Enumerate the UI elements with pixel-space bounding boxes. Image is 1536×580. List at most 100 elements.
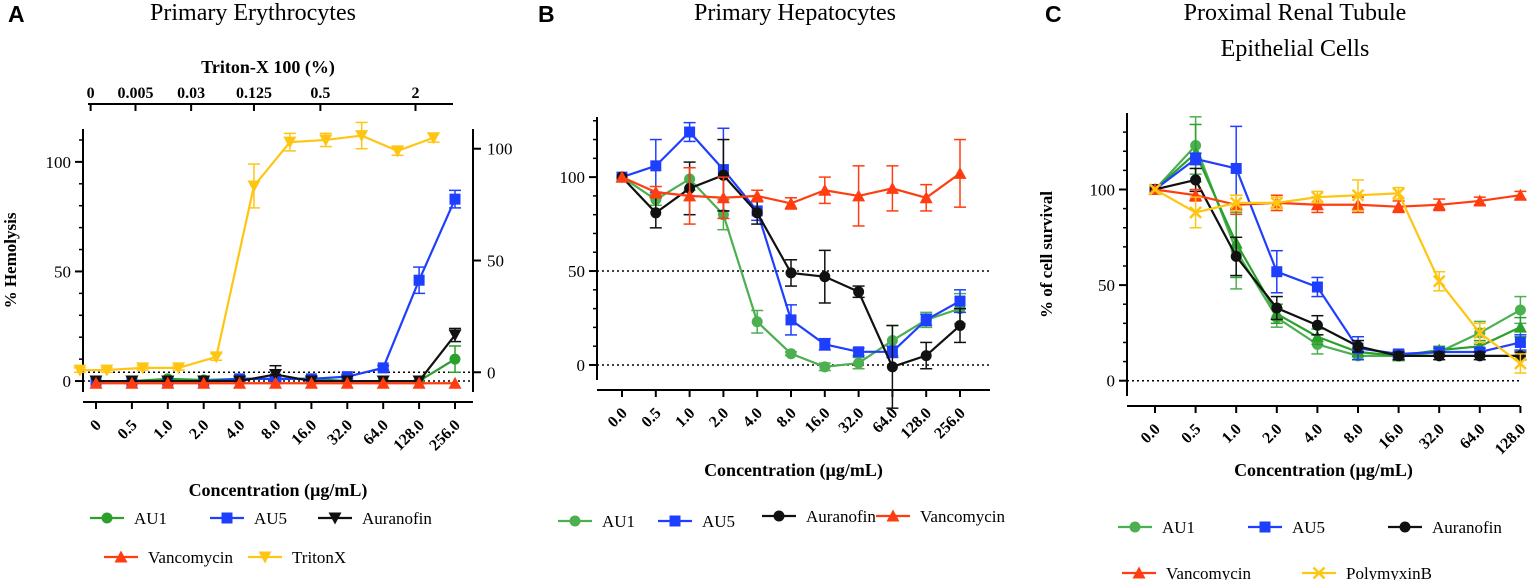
y-tick-label: 50 (568, 262, 585, 281)
x-tick-label: 0.5 (115, 417, 141, 443)
right-y-tick-label: 0 (487, 363, 496, 382)
data-point (1229, 196, 1243, 210)
data-point (1352, 340, 1364, 352)
data-point (1392, 200, 1406, 213)
legend-marker (1399, 521, 1411, 533)
data-point (852, 189, 866, 202)
data-point-stroke (1189, 206, 1202, 219)
data-point (1189, 206, 1202, 219)
x-tick-label: 16.0 (1376, 421, 1408, 453)
legend-item: AU1 (90, 509, 167, 528)
x-tick-label: 256.0 (931, 405, 968, 442)
x-tick-label: 1.0 (672, 405, 698, 431)
data-point (376, 376, 390, 389)
top-axis-label: Triton-X 100 (%) (201, 57, 335, 78)
legend-label: Auranofin (1432, 518, 1502, 537)
data-point (247, 180, 261, 193)
data-point (1310, 198, 1324, 211)
data-point (953, 166, 967, 179)
legend-marker (886, 509, 900, 522)
right-y-tick-label: 50 (487, 252, 504, 271)
legend-item: AU1 (1118, 518, 1195, 537)
data-point (449, 353, 461, 365)
x-tick-label: 1.0 (150, 417, 176, 443)
legend-marker (221, 512, 233, 524)
data-point (1310, 330, 1324, 343)
data-point (1514, 357, 1527, 370)
series-line (1154, 143, 1521, 357)
legend-marker (1132, 566, 1146, 579)
data-point (785, 348, 797, 360)
data-point (1514, 336, 1526, 348)
data-point (426, 132, 440, 145)
data-point (785, 267, 797, 279)
data-point (1474, 350, 1486, 362)
chart-title-line: Epithelial Cells (1221, 36, 1370, 62)
data-point (919, 191, 933, 204)
data-point (412, 376, 426, 389)
data-point (650, 207, 662, 219)
legend-label: AU5 (254, 509, 287, 528)
data-point (784, 196, 798, 209)
data-point (413, 274, 425, 286)
legend-marker (773, 510, 785, 522)
data-point (683, 189, 697, 202)
x-tick-label: 2.0 (186, 417, 212, 443)
data-point-stroke (1270, 196, 1284, 210)
legend-marker (101, 512, 113, 524)
legend-label: AU1 (602, 512, 635, 531)
x-tick-label: 0.5 (638, 405, 664, 431)
data-point (785, 314, 797, 326)
x-tick-label: 0.5 (1178, 421, 1204, 447)
legend-label: TritonX (292, 548, 346, 567)
top-tick-label: 0.5 (310, 85, 330, 102)
data-point (448, 329, 462, 342)
top-tick-label: 0.005 (117, 85, 153, 102)
top-tick-label: 0.125 (236, 85, 272, 102)
legend-marker (669, 515, 681, 527)
series-line (1154, 188, 1521, 208)
x-tick-label: 4.0 (1300, 421, 1326, 447)
x-tick-label: 128.0 (898, 405, 935, 442)
data-point-stroke (1514, 357, 1527, 370)
data-point (1271, 266, 1283, 278)
legend-marker (258, 551, 272, 564)
data-point (819, 361, 831, 373)
legend-item: TritonX (248, 548, 346, 567)
data-point (920, 314, 932, 326)
legend-marker (114, 550, 128, 563)
y-axis-label: % Hemolysis (1, 212, 20, 308)
data-point (1433, 350, 1445, 362)
data-point (716, 191, 730, 204)
data-point (649, 185, 663, 198)
legend-item: AU1 (558, 512, 635, 531)
x-axis-label: Concentration (µg/mL) (1234, 460, 1413, 481)
data-point (1432, 274, 1446, 288)
data-point (1514, 304, 1526, 316)
data-point (377, 362, 389, 374)
y-tick-label: 0 (63, 372, 72, 391)
data-point (751, 316, 763, 328)
legend-label: AU5 (702, 512, 735, 531)
data-point-stroke (1392, 186, 1405, 200)
legend-marker (328, 512, 342, 525)
data-point (172, 362, 186, 375)
legend-label: Vancomycin (1166, 564, 1251, 580)
legend-marker (1129, 521, 1141, 533)
x-tick-label: 8.0 (774, 405, 800, 431)
data-point (920, 350, 932, 362)
legend-item: Auranofin (1388, 518, 1502, 537)
series-au1b (1148, 123, 1527, 362)
data-point (1392, 186, 1405, 200)
data-point (885, 181, 899, 194)
legend-item: AU5 (210, 509, 287, 528)
data-point (853, 357, 865, 369)
x-tick-label: 4.0 (222, 417, 248, 443)
data-point (750, 189, 764, 202)
data-point (1473, 194, 1487, 207)
x-tick-label: 32.0 (324, 417, 356, 449)
data-point (853, 286, 865, 298)
data-point (1432, 198, 1446, 211)
series-au5 (90, 189, 461, 387)
y-tick-label: 50 (54, 262, 71, 281)
